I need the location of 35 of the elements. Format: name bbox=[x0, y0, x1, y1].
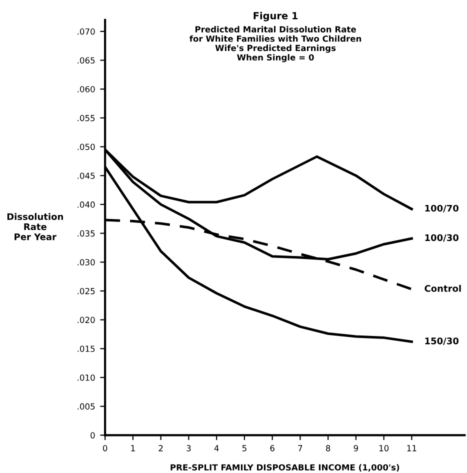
x-tick-label: 8 bbox=[326, 445, 330, 452]
x-tick-label: 3 bbox=[186, 445, 191, 452]
series-label: 100/70 bbox=[425, 204, 459, 212]
y-tick-label: .055 bbox=[78, 114, 95, 122]
text: Predicted Marital Dissolution Rate for White Families with Two Children Wife's Predicted Earnings When Single = 0 bbox=[190, 26, 362, 62]
y-tick-label: .020 bbox=[78, 316, 95, 324]
x-tick-label: 6 bbox=[270, 445, 274, 452]
x-tick-label: 2 bbox=[158, 445, 163, 452]
x-tick-label: 4 bbox=[214, 445, 219, 452]
x-tick-label: 10 bbox=[379, 445, 389, 452]
x-tick-label: 7 bbox=[298, 445, 302, 452]
x-tick-label: 0 bbox=[102, 445, 108, 452]
x-axis-title: PRE-SPLIT FAMILY DISPOSABLE INCOME (1,000's) bbox=[170, 464, 400, 472]
y-tick-label: .045 bbox=[78, 172, 95, 179]
y-tick-label: .005 bbox=[78, 403, 95, 410]
series-label: Control bbox=[424, 284, 461, 292]
x-tick-label: 1 bbox=[131, 445, 135, 452]
y-tick-label: .015 bbox=[78, 346, 95, 352]
x-tick-label: 5 bbox=[242, 445, 246, 452]
y-axis-title: Dissolution Rate Per Year bbox=[7, 213, 63, 240]
y-tick-label: .010 bbox=[78, 374, 95, 381]
y-tick-label: 0 bbox=[90, 432, 95, 438]
x-tick-label: 9 bbox=[354, 445, 358, 452]
y-tick-label: .035 bbox=[78, 230, 95, 237]
y-tick-label: .025 bbox=[78, 288, 95, 294]
y-tick-label: .060 bbox=[78, 86, 95, 92]
series-label: 100/30 bbox=[425, 234, 459, 242]
y-tick-label: .030 bbox=[78, 259, 95, 266]
y-tick-label: .050 bbox=[78, 144, 95, 150]
chart-title: Figure 1 bbox=[254, 12, 298, 22]
y-tick-label: .065 bbox=[78, 57, 95, 64]
x-tick-label: 11 bbox=[407, 445, 416, 452]
y-tick-label: .070 bbox=[78, 28, 95, 35]
series-label: 150/30 bbox=[425, 338, 459, 346]
y-tick-label: .040 bbox=[78, 201, 95, 208]
